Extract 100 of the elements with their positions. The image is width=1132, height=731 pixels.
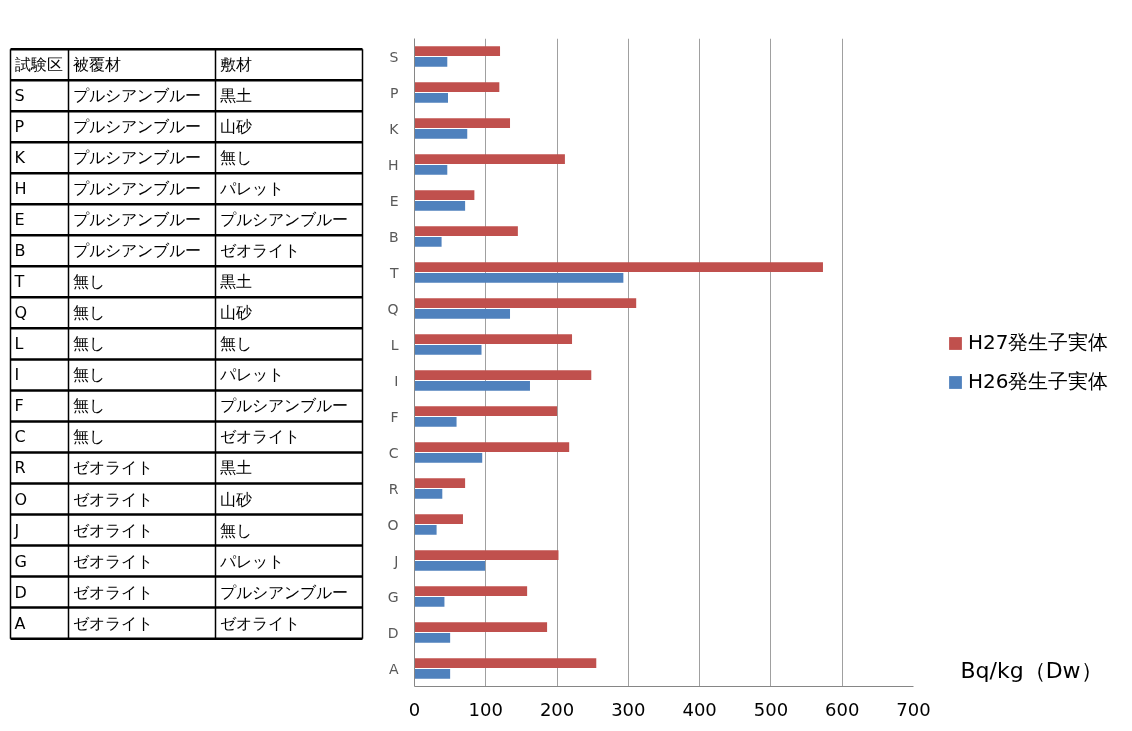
y-tick-label: T [388,264,399,281]
bar [414,416,457,427]
text: パレット [219,365,284,385]
text: ゼオライト [72,520,153,540]
text: パレット [219,179,284,199]
text: D [14,582,27,602]
x-tick-label: 400 [682,698,717,720]
category-label: 敷材 [219,55,252,75]
bar [414,128,468,139]
y-tick-label: G [387,588,399,605]
text: 無し [72,365,105,385]
bar [414,236,442,247]
text: 山砂 [219,489,252,509]
x-tick-label: 100 [468,698,503,720]
x-tick-label: 700 [896,698,931,720]
text: 山砂 [219,303,252,323]
text: I [14,365,20,385]
y-tick-label: F [390,408,399,425]
bar [414,478,466,489]
y-tick-label: R [388,480,399,497]
y-tick-label: E [389,192,399,209]
bar [414,92,448,103]
bar [414,586,528,597]
text: ゼオライト [72,458,153,478]
text: B [14,241,26,261]
y-tick-label: P [390,84,399,101]
text: 無し [72,272,105,292]
text: 黒土 [219,272,252,292]
y-tick-label: I [394,372,399,389]
y-tick-label: H [387,156,399,173]
text: T [14,272,25,292]
bar [414,550,559,561]
bar [414,82,500,93]
text: 無し [72,303,105,323]
y-tick-label: O [387,516,399,533]
bar [414,442,570,453]
bar [414,164,448,175]
text: F [14,396,24,416]
bar [414,226,518,237]
text: ゼオライト [219,241,300,261]
x-tick-label: 600 [825,698,860,720]
bar [414,658,597,669]
text: プルシアンブルー [72,148,201,168]
y-tick-label: C [388,444,399,461]
text: パレット [219,551,284,571]
bar [414,298,637,309]
y-tick-label: D [387,624,399,641]
bar [414,524,437,535]
bar [414,514,463,525]
text: P [14,117,25,137]
text: G [14,551,27,571]
bar [414,632,451,643]
bar [414,334,573,345]
bar [414,56,448,67]
bar [414,622,548,633]
text: プルシアンブルー [72,117,201,137]
text: プルシアンブルー [219,582,348,602]
text: 山砂 [219,117,252,137]
text: 無し [219,334,252,354]
text: ゼオライト [219,427,300,447]
bar [414,190,475,201]
text: プルシアンブルー [219,210,348,230]
bar [414,380,530,391]
bar [414,560,486,571]
text: ゼオライト [72,582,153,602]
legend-label: H26発生子実体 [968,368,1109,395]
text: H [14,179,27,199]
bar [414,488,443,499]
text: Q [14,303,28,323]
bar [414,262,823,273]
bar [414,344,482,355]
x-tick-label: 300 [611,698,646,720]
y-tick-label: B [388,228,399,245]
bar [414,596,445,607]
text: プルシアンブルー [72,86,201,106]
bar [414,452,483,463]
text: ゼオライト [72,551,153,571]
text: A [14,613,26,633]
text: L [14,334,24,354]
text: O [14,489,28,509]
text: 無し [219,148,252,168]
x-axis-title: Bq/kg（Dw） [960,658,1103,684]
text: J [14,520,20,540]
y-tick-label: Q [387,300,399,317]
bar [414,154,565,165]
text: ゼオライト [72,613,153,633]
bar [414,272,624,283]
y-tick-label: L [390,336,399,353]
bar [414,370,592,381]
text: E [14,210,25,230]
y-tick-label: J [393,552,399,569]
text: 無し [72,396,105,416]
text: 黒土 [219,458,252,478]
text: プルシアンブルー [219,396,348,416]
x-tick-label: 500 [753,698,789,720]
category-label: 試験区 [14,55,63,75]
text: プルシアンブルー [72,241,201,261]
text: 無し [72,427,105,447]
category-label: 被覆材 [72,55,121,75]
bar [414,668,451,679]
